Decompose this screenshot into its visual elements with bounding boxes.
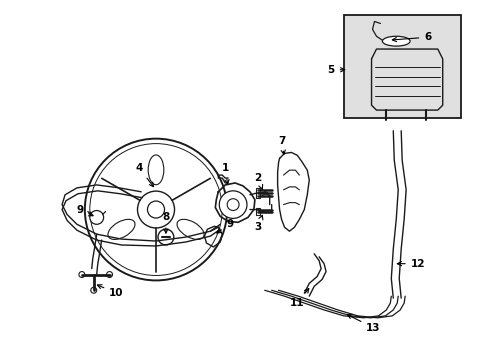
Bar [255,208,259,215]
Text: 1: 1 [221,163,228,184]
Text: 4: 4 [135,163,153,187]
Text: 9: 9 [76,204,93,216]
Text: 10: 10 [97,285,123,298]
Text: 5: 5 [326,65,344,75]
Text: 12: 12 [396,259,425,269]
Circle shape [106,271,112,278]
Bar [343,15,460,118]
Text: 8: 8 [162,212,169,233]
Circle shape [79,271,84,278]
Text: 11: 11 [289,288,308,308]
Text: 13: 13 [347,315,380,333]
Circle shape [90,211,103,224]
Text: 6: 6 [391,32,430,42]
Text: 2: 2 [254,173,262,189]
Circle shape [91,287,97,293]
Circle shape [219,191,246,219]
Text: 7: 7 [277,136,285,154]
Ellipse shape [382,36,409,46]
Text: 9: 9 [216,219,233,233]
Circle shape [158,229,173,245]
Text: 3: 3 [254,215,263,232]
Bar [255,188,259,198]
Ellipse shape [177,219,203,239]
Ellipse shape [148,155,163,185]
Ellipse shape [108,219,135,239]
